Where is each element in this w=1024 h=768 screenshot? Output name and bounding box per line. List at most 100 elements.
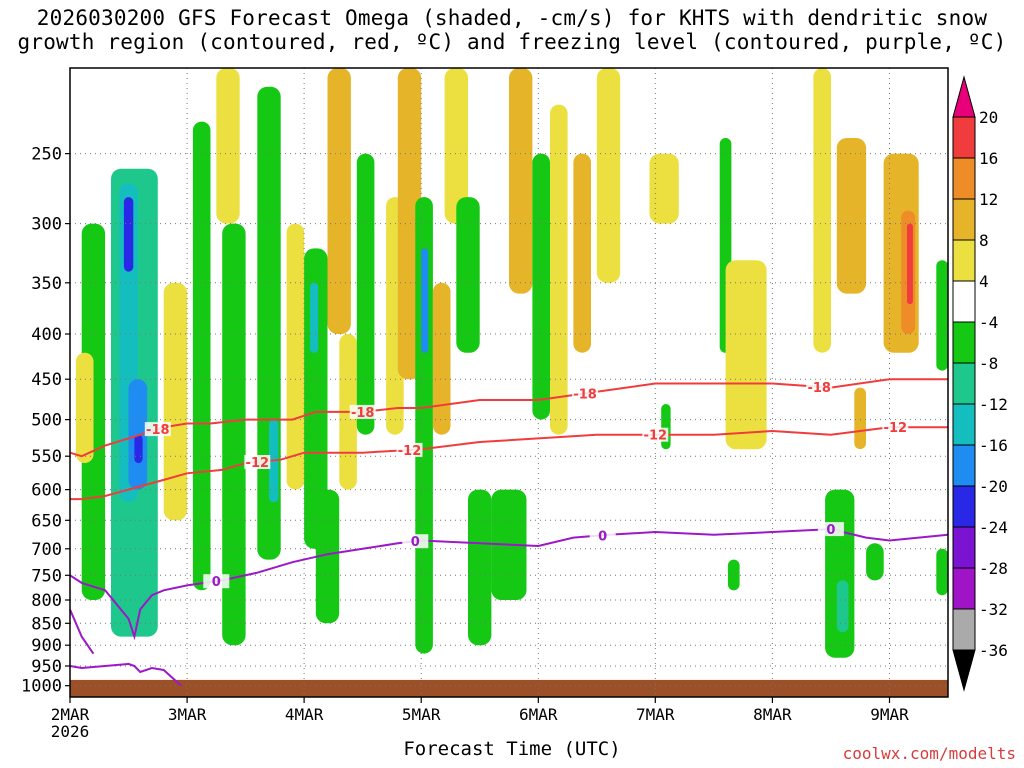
omega-cell bbox=[75, 352, 94, 464]
x-tick-label: 9MAR bbox=[870, 705, 909, 724]
contour-label: -18 bbox=[807, 381, 831, 396]
colorbar-label: 20 bbox=[979, 108, 998, 127]
omega-cell bbox=[825, 489, 855, 658]
y-tick-label: 450 bbox=[31, 370, 62, 390]
terrain-fill bbox=[70, 679, 948, 697]
y-tick-label: 350 bbox=[31, 274, 62, 294]
omega-cell bbox=[596, 68, 621, 283]
contour-label-bg bbox=[203, 574, 230, 589]
omega-cell bbox=[813, 68, 831, 353]
contour-label: 0 bbox=[212, 575, 221, 590]
omega-cell bbox=[532, 153, 550, 420]
omega-cell bbox=[866, 543, 884, 581]
x-tick-label: 5MAR bbox=[402, 705, 441, 724]
colorbar-swatch bbox=[952, 321, 976, 364]
colorbar-swatch bbox=[952, 362, 976, 405]
x-axis-label: Forecast Time (UTC) bbox=[403, 738, 621, 760]
y-tick-label: 550 bbox=[31, 447, 62, 467]
colorbar-bottom-arrow bbox=[952, 649, 976, 692]
x-tick-label: 8MAR bbox=[753, 705, 792, 724]
x-tick-label: 3MAR bbox=[168, 705, 207, 724]
colorbar-label: -36 bbox=[979, 641, 1008, 660]
temperature-contours: -18 -18 -18 -18 -12 -12 -12 -12 0 0 0 0 bbox=[69, 378, 949, 687]
credit-link[interactable]: coolwx.com/modelts bbox=[842, 744, 1016, 763]
contour-0 bbox=[69, 528, 949, 641]
contour-label-bg bbox=[806, 379, 833, 394]
omega-cell bbox=[907, 223, 913, 305]
colorbar-swatch bbox=[952, 198, 976, 241]
y-tick-label: 700 bbox=[31, 540, 62, 560]
omega-cell bbox=[649, 153, 679, 224]
colorbar-swatch bbox=[952, 239, 976, 282]
omega-cell bbox=[315, 489, 340, 624]
contour-label-bg bbox=[144, 422, 171, 437]
chart-title-line-2: growth region (contoured, red, ºC) and f… bbox=[17, 30, 1007, 54]
chart-title-line-1: 2026030200 GFS Forecast Omega (shaded, -… bbox=[36, 6, 988, 30]
contour-label: 0 bbox=[411, 535, 420, 550]
y-tick-label: 750 bbox=[31, 566, 62, 586]
y-tick-label: 400 bbox=[31, 325, 62, 345]
contour-label-bg bbox=[642, 427, 669, 442]
contour-label-bg bbox=[402, 534, 429, 549]
colorbar-swatch bbox=[952, 485, 976, 528]
omega-cell bbox=[310, 282, 319, 353]
omega-cell bbox=[286, 223, 305, 490]
contour-label-bg bbox=[244, 455, 271, 469]
omega-cell bbox=[725, 260, 767, 450]
contour-label-bg bbox=[817, 522, 844, 537]
axes: 2503003504004505005506006507007508008509… bbox=[21, 67, 949, 741]
colorbar-swatch bbox=[952, 116, 976, 159]
omega-cell bbox=[836, 138, 867, 294]
colorbar-label: -32 bbox=[979, 600, 1008, 619]
omega-cell bbox=[550, 104, 568, 435]
omega-cell bbox=[468, 489, 492, 646]
colorbar-swatch bbox=[952, 280, 976, 323]
colorbar-label: -16 bbox=[979, 436, 1008, 455]
colorbar-top-arrow bbox=[952, 75, 976, 118]
contour-label-bg bbox=[589, 528, 616, 543]
omega-cell bbox=[163, 282, 188, 521]
contour-label: -12 bbox=[644, 429, 668, 444]
y-tick-label: 800 bbox=[31, 591, 62, 611]
y-tick-label: 650 bbox=[31, 511, 62, 531]
omega-cell bbox=[421, 248, 429, 353]
y-tick-label: 500 bbox=[31, 411, 62, 431]
contour-label-bg bbox=[572, 386, 599, 401]
colorbar-label: -24 bbox=[979, 518, 1008, 537]
contour-label: -18 bbox=[146, 423, 170, 438]
y-tick-label: 250 bbox=[31, 145, 62, 165]
colorbar-label: -28 bbox=[979, 559, 1008, 578]
colorbar-swatch bbox=[952, 444, 976, 487]
x-tick-label: 6MAR bbox=[519, 705, 558, 724]
contour-0-sfc bbox=[69, 662, 182, 687]
omega-cell bbox=[727, 559, 740, 591]
x-tick-label: 2MAR bbox=[51, 705, 90, 724]
y-tick-label: 600 bbox=[31, 481, 62, 501]
omega-cell bbox=[216, 68, 240, 224]
y-tick-label: 300 bbox=[31, 215, 62, 235]
omega-cell bbox=[936, 548, 948, 596]
omega-cell bbox=[836, 580, 849, 633]
contour-label: -12 bbox=[398, 444, 422, 459]
colorbar-swatch bbox=[952, 567, 976, 610]
x-year-label: 2026 bbox=[51, 722, 90, 741]
y-tick-label: 1000 bbox=[21, 677, 62, 697]
omega-shading bbox=[75, 68, 948, 658]
contour-label-bg bbox=[349, 404, 376, 419]
omega-cell bbox=[936, 260, 948, 371]
contour-label: 0 bbox=[826, 523, 835, 538]
terrain-band bbox=[70, 679, 948, 697]
x-tick-label: 7MAR bbox=[636, 705, 675, 724]
y-tick-label: 950 bbox=[31, 657, 62, 677]
plot-frame bbox=[69, 67, 949, 698]
colorbar-label: -8 bbox=[979, 354, 998, 373]
colorbar-label: 8 bbox=[979, 231, 989, 250]
omega-cell bbox=[304, 248, 328, 549]
omega-cell bbox=[327, 68, 351, 334]
omega-cell bbox=[356, 153, 375, 435]
colorbar-swatch bbox=[952, 526, 976, 569]
contour-label-bg bbox=[882, 420, 909, 435]
colorbar-label: -20 bbox=[979, 477, 1008, 496]
contour-label: 0 bbox=[598, 529, 607, 544]
colorbar-label: 4 bbox=[979, 272, 989, 291]
